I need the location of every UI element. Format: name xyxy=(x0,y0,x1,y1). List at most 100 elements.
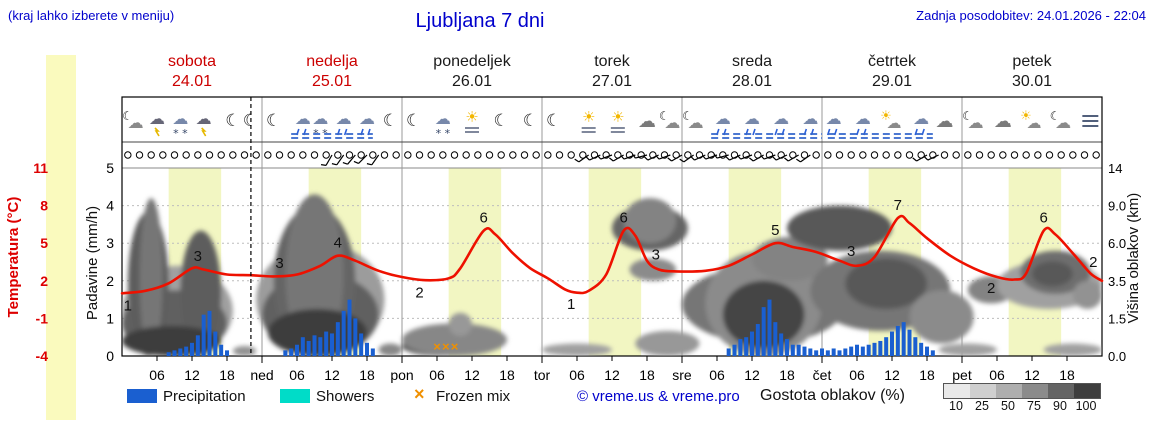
day-abbrev-label: tor xyxy=(534,367,551,383)
density-cell xyxy=(1074,384,1100,398)
svg-text:☾: ☾ xyxy=(494,111,509,131)
svg-text:☁: ☁ xyxy=(295,109,311,128)
density-tick-label: 75 xyxy=(1027,399,1041,413)
svg-text:☾: ☾ xyxy=(225,111,240,131)
day-name: petek xyxy=(1012,53,1052,70)
svg-text:☁: ☁ xyxy=(802,109,818,128)
hour-tick-label: 06 xyxy=(709,367,725,383)
precip-tick-label: 0 xyxy=(106,348,114,364)
density-tick-label: 100 xyxy=(1075,399,1097,413)
density-tick-label: 25 xyxy=(975,399,989,413)
hour-tick-label: 12 xyxy=(744,367,760,383)
svg-text:☁: ☁ xyxy=(1055,113,1071,132)
svg-text:☾: ☾ xyxy=(962,109,973,123)
copyright-link[interactable]: © vreme.us & vreme.pro xyxy=(577,388,740,405)
svg-text:☁: ☁ xyxy=(936,111,954,132)
page-title: Ljubljana 7 dni xyxy=(415,10,545,32)
svg-text:6: 6 xyxy=(619,210,627,227)
svg-text:5: 5 xyxy=(771,222,779,239)
svg-text:☀: ☀ xyxy=(880,109,892,124)
day-abbrev-label: čet xyxy=(813,367,832,383)
precip-tick-label: 1 xyxy=(106,310,114,326)
hour-tick-label: 06 xyxy=(849,367,865,383)
cloud-density-scale xyxy=(943,383,1101,399)
hour-tick-label: 18 xyxy=(219,367,235,383)
day-headers: sobota 24.01 nedelja 25.01 ponedeljek 26.01 to… xyxy=(168,53,1053,90)
hour-tick-label: 06 xyxy=(989,367,1005,383)
day-date: 28.01 xyxy=(732,73,772,90)
svg-text:☾: ☾ xyxy=(523,111,538,131)
svg-text:☁: ☁ xyxy=(336,109,352,128)
svg-text:×: × xyxy=(451,339,459,354)
density-cell xyxy=(1022,384,1048,398)
density-tick-label: 10 xyxy=(949,399,963,413)
cloud-tick-label: 6.0 xyxy=(1108,236,1126,251)
hour-tick-label: 18 xyxy=(1059,367,1075,383)
hour-tick-label: 12 xyxy=(324,367,340,383)
svg-text:☁: ☁ xyxy=(968,113,984,132)
hour-tick-label: 06 xyxy=(429,367,445,383)
svg-text:☁: ☁ xyxy=(773,109,789,128)
x-axis-labels: 06 12 18 06 12 18 06 12 18 06 12 18 06 12 18 06 12 18 06 12… xyxy=(149,356,1075,383)
svg-text:☀: ☀ xyxy=(611,108,624,126)
svg-text:* *: * * xyxy=(313,127,328,140)
temperature-line xyxy=(120,214,1104,295)
svg-text:☁: ☁ xyxy=(715,109,731,128)
svg-text:☁: ☁ xyxy=(887,114,902,132)
menu-hint-text: (kraj lahko izberete v meniju) xyxy=(8,8,175,23)
day-name: sobota xyxy=(168,53,216,70)
rain-streaks xyxy=(291,133,933,139)
cloud-tick-label: 1.5 xyxy=(1108,311,1126,326)
day-name: sreda xyxy=(732,53,772,70)
day-date: 25.01 xyxy=(312,73,352,90)
svg-text:×: × xyxy=(433,339,441,354)
svg-text:☁: ☁ xyxy=(435,109,451,128)
precipitation-bars xyxy=(166,299,935,356)
svg-text:☁: ☁ xyxy=(312,109,328,128)
density-cell xyxy=(1048,384,1074,398)
last-update-text: Zadnja posodobitev: 24.01.2026 - 22:04 xyxy=(916,8,1146,23)
day-name: torek xyxy=(594,53,631,70)
cloud-tick-label: 3.5 xyxy=(1108,274,1126,289)
precipitation-legend-label: Precipitation xyxy=(163,388,246,405)
hour-tick-label: 18 xyxy=(359,367,375,383)
hour-tick-label: 06 xyxy=(289,367,305,383)
hour-tick-label: 06 xyxy=(569,367,585,383)
density-cell xyxy=(944,384,970,398)
temp-tick-label: 2 xyxy=(40,273,48,289)
svg-text:☀: ☀ xyxy=(582,108,595,126)
hour-tick-label: 18 xyxy=(639,367,655,383)
svg-text:☁: ☁ xyxy=(359,109,375,128)
day-name: ponedeljek xyxy=(433,53,511,70)
svg-text:* *: * * xyxy=(173,127,188,140)
precip-tick-label: 5 xyxy=(106,160,114,176)
day-abbrev-label: ned xyxy=(250,367,273,383)
svg-text:☁: ☁ xyxy=(128,113,144,132)
svg-text:☁: ☁ xyxy=(1027,114,1042,132)
svg-text:3: 3 xyxy=(194,248,202,265)
svg-text:☁: ☁ xyxy=(172,109,188,128)
svg-text:☾: ☾ xyxy=(406,111,421,131)
left-accent-strip xyxy=(46,55,76,420)
svg-text:2: 2 xyxy=(987,280,995,297)
svg-text:☾: ☾ xyxy=(682,109,693,123)
hour-tick-label: 18 xyxy=(779,367,795,383)
temp-tick-label: -4 xyxy=(36,348,49,364)
weather-icons: ☾☁☁☁* *☁☾☾☾☁☁* *☁☁☾☾☁* *☀☾☾☾☀☀☁☾☁☾☁☁☁☁☁☁… xyxy=(122,108,1099,140)
hour-tick-label: 06 xyxy=(149,367,165,383)
svg-text:×: × xyxy=(442,339,450,354)
svg-text:* *: * * xyxy=(436,127,451,140)
frozen-mix-mark: × xyxy=(414,384,425,404)
temperature-labels: 1 3 3 4 2 6 1 6 3 5 3 7 2 6 2 xyxy=(124,197,1098,315)
hour-tick-label: 12 xyxy=(884,367,900,383)
day-abbrev-label: pon xyxy=(390,367,413,383)
svg-text:☁: ☁ xyxy=(826,109,842,128)
temp-tick-label: -1 xyxy=(36,310,49,326)
svg-text:☁: ☁ xyxy=(664,113,680,132)
svg-text:1: 1 xyxy=(567,296,575,313)
svg-text:☾: ☾ xyxy=(266,111,281,131)
hour-tick-label: 12 xyxy=(604,367,620,383)
temp-tick-label: 8 xyxy=(40,198,48,214)
svg-text:☁: ☁ xyxy=(688,113,704,132)
